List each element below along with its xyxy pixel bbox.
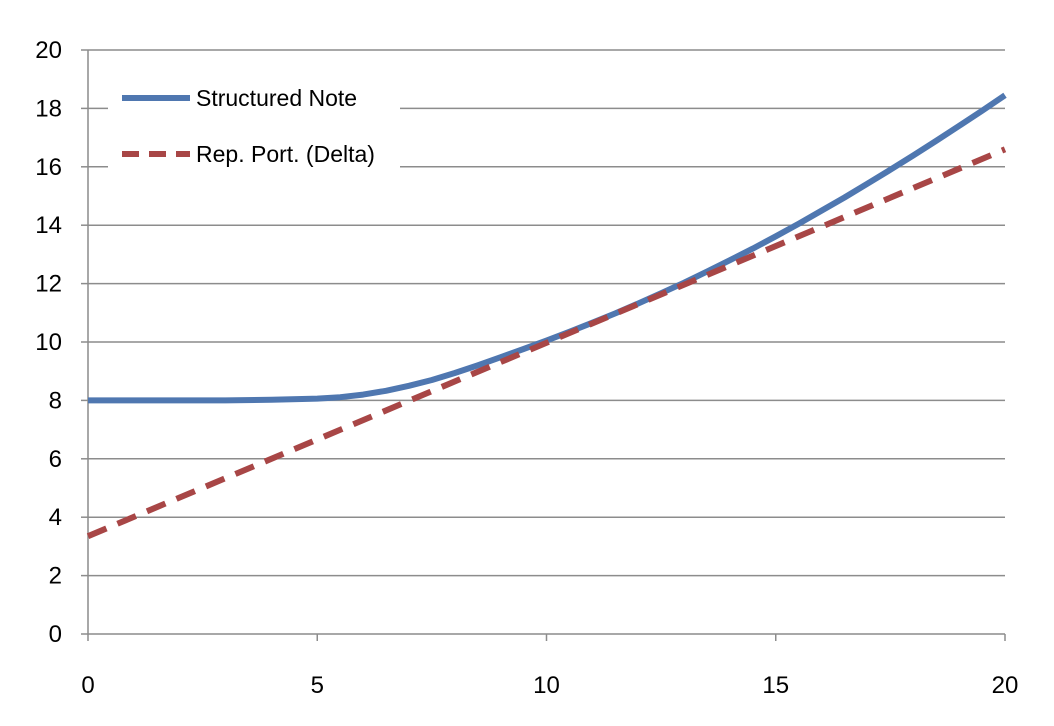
y-tick-label-12: 12 <box>35 271 62 298</box>
legend-label-rep-port-delta: Rep. Port. (Delta) <box>196 141 375 167</box>
x-tick-label-15: 15 <box>762 672 789 699</box>
y-tick-label-8: 8 <box>49 387 62 414</box>
y-tick-label-18: 18 <box>35 95 62 122</box>
x-tick-label-0: 0 <box>81 672 94 699</box>
y-tick-label-2: 2 <box>49 563 62 590</box>
y-tick-label-6: 6 <box>49 446 62 473</box>
y-tick-label-16: 16 <box>35 154 62 181</box>
x-tick-label-20: 20 <box>992 672 1019 699</box>
y-tick-label-4: 4 <box>49 504 62 531</box>
axes <box>81 49 1006 641</box>
y-tick-label-20: 20 <box>35 37 62 64</box>
y-tick-label-14: 14 <box>35 212 62 239</box>
series-lines <box>86 92 1007 539</box>
legend-label-structured-note: Structured Note <box>196 85 357 111</box>
tick-labels: 0 2 4 6 8 10 12 14 16 18 20 0 5 10 15 20 <box>35 37 1018 699</box>
legend-background <box>108 72 400 180</box>
x-tick-label-10: 10 <box>533 672 560 699</box>
y-tick-label-0: 0 <box>49 621 62 648</box>
series-line-rep-port-delta <box>86 146 1007 539</box>
legend: Structured Note Rep. Port. (Delta) <box>108 72 400 180</box>
x-tick-label-5: 5 <box>311 672 324 699</box>
y-tick-label-10: 10 <box>35 329 62 356</box>
